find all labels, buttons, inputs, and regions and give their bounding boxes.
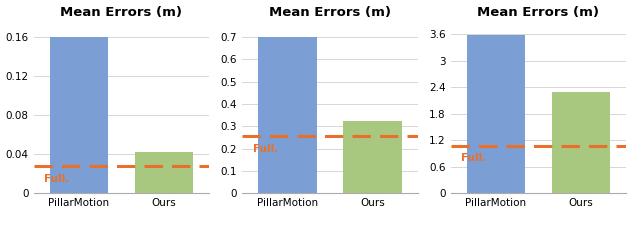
Bar bbox=[135, 152, 193, 193]
Title: Mean Errors (m): Mean Errors (m) bbox=[61, 5, 183, 19]
Bar bbox=[258, 37, 317, 193]
Text: Full.: Full. bbox=[253, 144, 278, 154]
Bar bbox=[466, 35, 525, 193]
Title: Mean Errors (m): Mean Errors (m) bbox=[478, 5, 600, 19]
Bar bbox=[552, 92, 611, 193]
Title: Mean Errors (m): Mean Errors (m) bbox=[269, 5, 391, 19]
Text: Full.: Full. bbox=[44, 174, 70, 184]
Bar bbox=[49, 37, 108, 193]
Text: Full.: Full. bbox=[461, 154, 487, 163]
Bar bbox=[343, 121, 402, 193]
